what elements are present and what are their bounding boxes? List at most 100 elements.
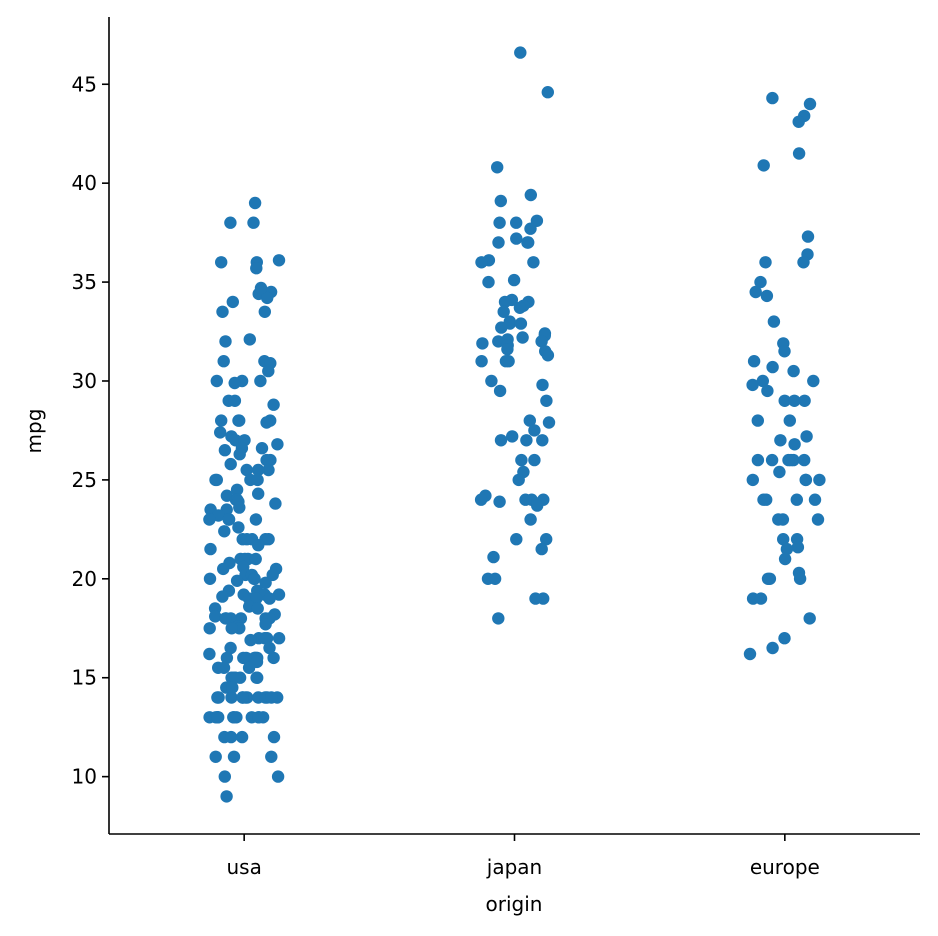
- data-point-europe: [803, 612, 816, 625]
- data-point-japan: [482, 275, 495, 289]
- data-point-usa: [235, 730, 249, 744]
- points-layer: [203, 46, 826, 803]
- data-point-usa: [203, 622, 216, 635]
- data-point-japan: [529, 592, 542, 605]
- data-point-usa: [232, 521, 245, 534]
- data-point-japan: [535, 335, 548, 348]
- y-axis-title: mpg: [22, 409, 46, 454]
- data-point-europe: [811, 513, 825, 526]
- data-point-japan: [507, 273, 521, 287]
- data-point-usa: [233, 501, 246, 514]
- data-point-europe: [797, 256, 810, 269]
- data-point-japan: [494, 434, 508, 447]
- data-point-japan: [474, 493, 488, 506]
- data-point-usa: [224, 730, 238, 744]
- data-point-usa: [271, 770, 285, 783]
- data-point-japan: [510, 533, 523, 546]
- data-point-usa: [209, 473, 222, 487]
- data-point-japan: [499, 355, 513, 368]
- data-point-europe: [792, 147, 806, 160]
- data-point-usa: [216, 305, 229, 318]
- data-point-japan: [495, 321, 508, 334]
- data-point-europe: [754, 275, 767, 289]
- data-point-usa: [260, 453, 273, 467]
- data-point-europe: [747, 355, 761, 368]
- data-point-europe: [766, 360, 779, 374]
- data-point-usa: [272, 254, 286, 267]
- data-point-usa: [217, 661, 231, 674]
- data-point-usa: [261, 291, 274, 305]
- data-point-usa: [272, 632, 286, 645]
- data-point-japan: [501, 343, 514, 356]
- data-point-japan: [514, 317, 528, 330]
- data-point-usa: [214, 426, 227, 439]
- data-point-europe: [778, 345, 791, 358]
- data-point-japan: [528, 424, 541, 437]
- data-point-europe: [761, 384, 774, 398]
- data-point-usa: [228, 376, 241, 390]
- data-point-japan: [531, 499, 544, 512]
- data-point-europe: [767, 315, 781, 328]
- data-point-europe: [776, 513, 790, 526]
- data-point-europe: [759, 256, 772, 269]
- data-point-japan: [494, 194, 507, 208]
- data-point-usa: [240, 463, 253, 477]
- data-point-europe: [780, 542, 794, 556]
- data-point-usa: [259, 618, 272, 631]
- data-point-europe: [754, 592, 768, 605]
- data-point-usa: [252, 711, 265, 724]
- data-point-europe: [757, 159, 770, 172]
- data-point-usa: [262, 364, 275, 378]
- data-point-europe: [766, 91, 779, 105]
- data-point-usa: [227, 711, 241, 724]
- data-point-europe: [783, 414, 796, 427]
- data-point-usa: [248, 572, 261, 585]
- y-tick-label: 10: [72, 765, 97, 789]
- data-point-japan: [527, 256, 540, 269]
- data-point-europe: [757, 493, 770, 506]
- data-point-usa: [237, 651, 250, 665]
- data-point-usa: [262, 463, 275, 477]
- data-point-europe: [773, 465, 786, 479]
- data-point-europe: [813, 473, 826, 487]
- data-point-japan: [519, 493, 532, 506]
- data-point-japan: [523, 414, 536, 427]
- data-point-usa: [258, 632, 271, 645]
- data-point-usa: [252, 487, 265, 500]
- data-point-usa: [260, 416, 273, 429]
- x-tick-label-usa: usa: [226, 855, 261, 879]
- x-tick-label-japan: japan: [486, 855, 542, 879]
- data-point-usa: [263, 592, 276, 605]
- data-point-europe: [778, 394, 791, 407]
- data-point-europe: [766, 641, 779, 655]
- data-point-usa: [255, 442, 269, 455]
- data-point-europe: [792, 115, 805, 128]
- data-point-usa: [210, 374, 223, 388]
- y-tick-label: 35: [72, 270, 97, 294]
- data-point-usa: [224, 216, 237, 229]
- data-point-usa: [272, 588, 286, 601]
- data-point-europe: [788, 394, 801, 407]
- data-point-usa: [218, 525, 231, 538]
- data-point-usa: [217, 355, 230, 368]
- data-point-japan: [535, 542, 548, 556]
- data-point-europe: [751, 414, 764, 427]
- data-point-japan: [528, 453, 541, 467]
- data-point-europe: [751, 453, 765, 467]
- data-point-usa: [203, 513, 216, 526]
- data-point-japan: [475, 355, 488, 368]
- data-point-usa: [267, 398, 280, 411]
- y-tick-label: 15: [72, 666, 97, 690]
- y-tick-label: 25: [72, 468, 97, 492]
- data-point-usa: [263, 641, 276, 655]
- data-point-japan: [487, 550, 500, 564]
- data-point-usa: [244, 633, 257, 647]
- data-point-europe: [788, 438, 801, 451]
- data-point-usa: [242, 661, 256, 674]
- data-point-usa: [219, 612, 232, 625]
- data-point-japan: [497, 305, 510, 318]
- data-point-europe: [778, 632, 791, 645]
- y-ticks: 10 15 20 25 30 35 40 45: [72, 72, 109, 789]
- data-point-usa: [258, 305, 271, 318]
